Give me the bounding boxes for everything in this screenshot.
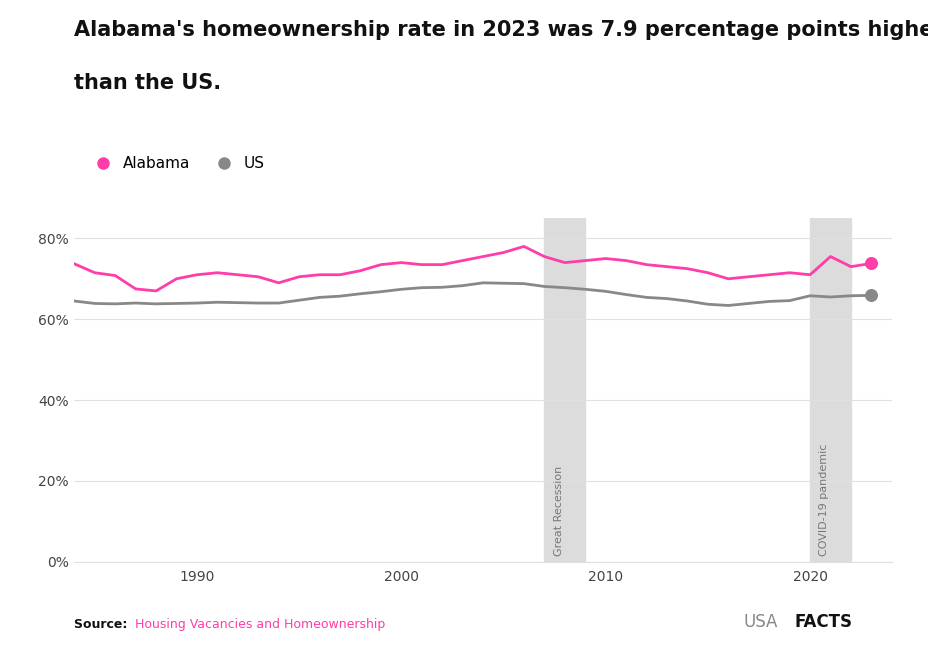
Point xyxy=(863,290,878,301)
Bar xyxy=(544,218,585,562)
Text: USA: USA xyxy=(742,613,777,631)
Text: FACTS: FACTS xyxy=(793,613,851,631)
Text: Alabama's homeownership rate in 2023 was 7.9 percentage points higher: Alabama's homeownership rate in 2023 was… xyxy=(74,20,928,40)
Text: Great Recession: Great Recession xyxy=(553,465,563,556)
Text: COVID-19 pandemic: COVID-19 pandemic xyxy=(818,444,829,556)
Text: than the US.: than the US. xyxy=(74,73,221,93)
Legend: Alabama, US: Alabama, US xyxy=(82,150,271,177)
Bar xyxy=(809,218,850,562)
Text: Housing Vacancies and Homeownership: Housing Vacancies and Homeownership xyxy=(135,618,384,631)
Text: Source:: Source: xyxy=(74,618,132,631)
Point xyxy=(863,258,878,269)
